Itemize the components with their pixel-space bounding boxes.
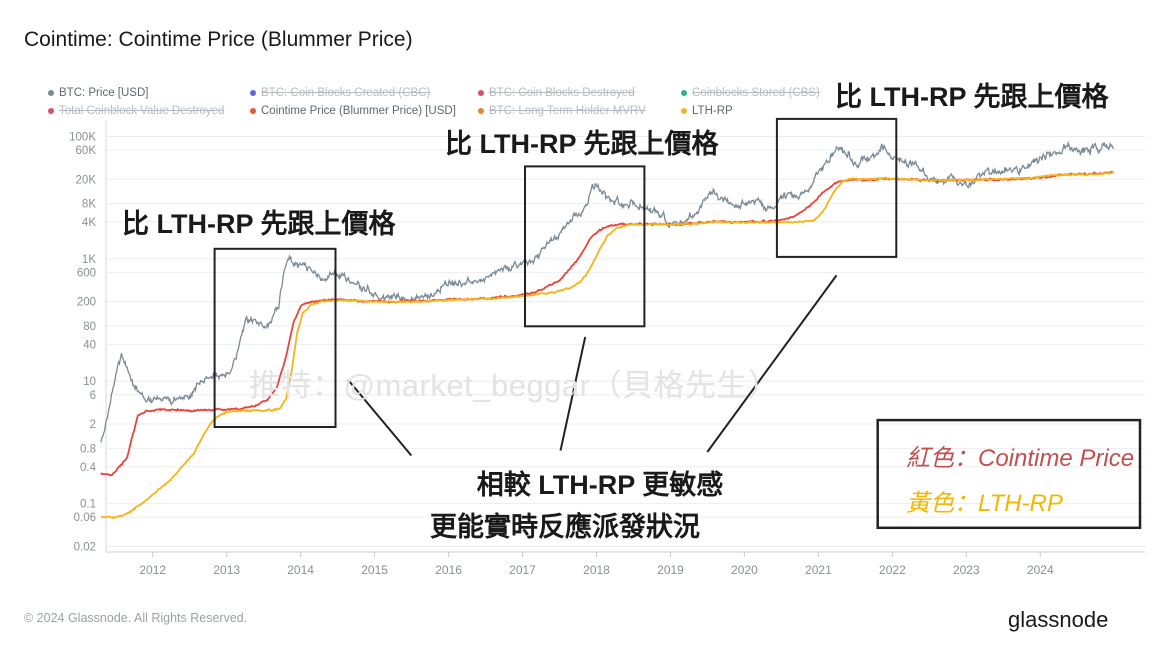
svg-text:2022: 2022: [879, 563, 906, 577]
svg-text:80: 80: [83, 321, 96, 333]
svg-text:8K: 8K: [82, 199, 96, 211]
svg-text:1K: 1K: [82, 254, 96, 266]
svg-text:2012: 2012: [139, 563, 166, 577]
svg-text:0.02: 0.02: [74, 541, 96, 553]
svg-text:2024: 2024: [1027, 563, 1054, 577]
svg-text:0.8: 0.8: [80, 443, 96, 455]
svg-text:2013: 2013: [213, 563, 240, 577]
svg-text:2023: 2023: [953, 563, 980, 577]
svg-text:40: 40: [83, 339, 96, 351]
svg-text:2014: 2014: [287, 563, 314, 577]
svg-text:60K: 60K: [76, 145, 97, 157]
svg-text:2020: 2020: [731, 563, 758, 577]
svg-text:2015: 2015: [361, 563, 388, 577]
svg-text:0.1: 0.1: [80, 499, 96, 511]
svg-text:20K: 20K: [76, 174, 97, 186]
svg-text:2018: 2018: [583, 563, 610, 577]
svg-text:2017: 2017: [509, 563, 536, 577]
svg-text:4K: 4K: [82, 217, 96, 229]
svg-text:2021: 2021: [805, 563, 832, 577]
svg-text:2016: 2016: [435, 563, 462, 577]
svg-text:6: 6: [90, 390, 96, 402]
svg-text:10: 10: [83, 376, 96, 388]
svg-text:200: 200: [77, 297, 96, 309]
svg-text:2019: 2019: [657, 563, 684, 577]
svg-text:0.06: 0.06: [74, 512, 96, 524]
svg-text:2: 2: [90, 419, 96, 431]
svg-text:100K: 100K: [69, 132, 96, 144]
svg-text:0.4: 0.4: [80, 462, 97, 474]
svg-text:600: 600: [77, 267, 96, 279]
